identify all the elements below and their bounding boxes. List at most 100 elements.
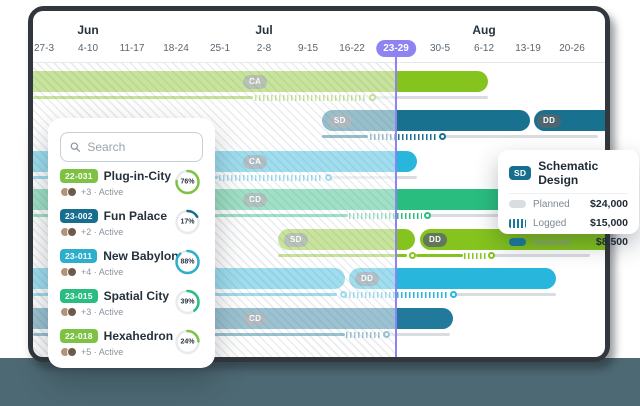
progress-gray-segment [445,135,598,138]
project-list-item[interactable]: 22-031 Plug-in-City +3 · Active 76% [60,162,203,202]
progress-marker [424,212,431,219]
project-status: +5 · Active [81,347,124,357]
project-status: +2 · Active [81,227,124,237]
progress-percent: 17% [180,218,195,226]
project-list-item[interactable]: 22-018 Hexahedron +5 · Active 24% [60,322,203,362]
week-label[interactable]: 4-10 [77,43,99,54]
progress-marker [325,174,332,181]
project-list-panel: 22-031 Plug-in-City +3 · Active 76% 23-0… [48,118,215,368]
project-status: +3 · Active [81,307,124,317]
project-code-badge: 23-015 [60,289,98,303]
progress-ring: 88% [174,249,201,276]
week-label-selected[interactable]: 23-29 [376,40,416,57]
progress-marker [340,291,347,298]
progress-solid-segment [278,254,407,257]
progress-solid-segment [416,254,463,257]
avatar [67,227,77,237]
tooltip-title: Schematic Design [538,159,599,187]
legend-label: Logged [533,217,567,229]
project-list-item[interactable]: 23-015 Spatial City +3 · Active 39% [60,282,203,322]
month-label: Jun [77,23,99,37]
legend-value: $8,500 [595,236,628,248]
phase-label-pill: CA [243,74,268,89]
progress-gray-segment [430,214,560,217]
progress-gray-segment [375,96,488,99]
week-label[interactable]: 9-15 [297,43,319,54]
avatar-group [60,227,77,237]
progress-ticks-segment [219,174,323,181]
project-status: +3 · Active [81,187,124,197]
gantt-bar[interactable] [349,268,556,289]
week-label[interactable]: 13-19 [515,43,541,54]
week-label[interactable]: 11-17 [119,43,145,54]
progress-ticks-segment [346,331,380,338]
progress-gray-segment [494,254,590,257]
project-list: 22-031 Plug-in-City +3 · Active 76% 23-0… [60,162,203,362]
week-label[interactable]: 20-26 [559,43,585,54]
week-label[interactable]: 30-5 [429,43,451,54]
project-status: +4 · Active [81,267,124,277]
project-name: New Babylon [103,249,179,263]
search-box[interactable] [60,132,203,162]
avatar-group [60,267,77,277]
progress-marker [369,94,376,101]
phase-label-pill: SD [328,113,352,128]
progress-gray-segment [331,176,417,179]
progress-percent: 76% [180,178,195,186]
legend-value: $24,000 [590,198,628,210]
phase-label-pill: DD [355,271,380,286]
avatar [67,187,77,197]
progress-marker [409,252,416,259]
tooltip-rows: Planned $24,000 Logged $15,000 Invoiced … [509,195,628,251]
project-name: Hexahedron [103,329,174,343]
week-label[interactable]: 6-12 [473,43,495,54]
progress-ring: 24% [174,329,201,356]
legend-label: Invoiced [533,236,571,248]
phase-label-pill: CA [243,154,268,169]
project-name: Spatial City [103,289,170,303]
project-subtext: +4 · Active [60,267,203,277]
progress-gray-segment [455,293,556,296]
week-label[interactable]: 25-1 [209,43,231,54]
search-input[interactable] [87,140,193,154]
progress-gray-segment [389,333,450,336]
progress-percent: 39% [180,298,195,306]
header-divider [33,62,605,63]
progress-ring: 76% [174,169,201,196]
project-subtext: +3 · Active [60,187,203,197]
search-icon [70,142,81,152]
legend-swatch-invoiced [509,238,526,246]
avatar-group [60,187,77,197]
phase-tooltip: SD Schematic Design Planned $24,000 Logg… [498,150,639,248]
project-name: Plug-in-City [103,169,171,183]
phase-label-pill: SD [284,232,308,247]
week-label[interactable]: 2-8 [256,43,272,54]
progress-marker [383,331,390,338]
legend-swatch-planned [509,200,526,208]
progress-marker [450,291,457,298]
tooltip-row: Planned $24,000 [509,195,628,213]
project-subtext: +2 · Active [60,227,203,237]
tooltip-header: SD Schematic Design [509,159,628,194]
avatar [67,307,77,317]
project-subtext: +5 · Active [60,347,203,357]
week-label[interactable]: 16-22 [339,43,365,54]
project-list-item[interactable]: 23-011 New Babylon +4 · Active 88% [60,242,203,282]
current-week-line [395,55,397,357]
progress-percent: 24% [180,338,195,346]
project-list-item[interactable]: 23-002 Fun Palace +2 · Active 17% [60,202,203,242]
tooltip-row: Invoiced $8,500 [509,233,628,251]
progress-ticks-segment [255,94,367,101]
gantt-bar[interactable] [322,110,530,131]
month-label: Jul [255,23,273,37]
project-code-badge: 23-011 [60,249,98,263]
legend-value: $15,000 [590,217,628,229]
progress-solid-segment [33,96,253,99]
project-subtext: +3 · Active [60,307,203,317]
progress-percent: 88% [180,258,195,266]
week-label[interactable]: 18-24 [163,43,189,54]
phase-label-pill: DD [537,113,562,128]
week-label[interactable]: 27-3 [33,43,55,54]
avatar [67,347,77,357]
